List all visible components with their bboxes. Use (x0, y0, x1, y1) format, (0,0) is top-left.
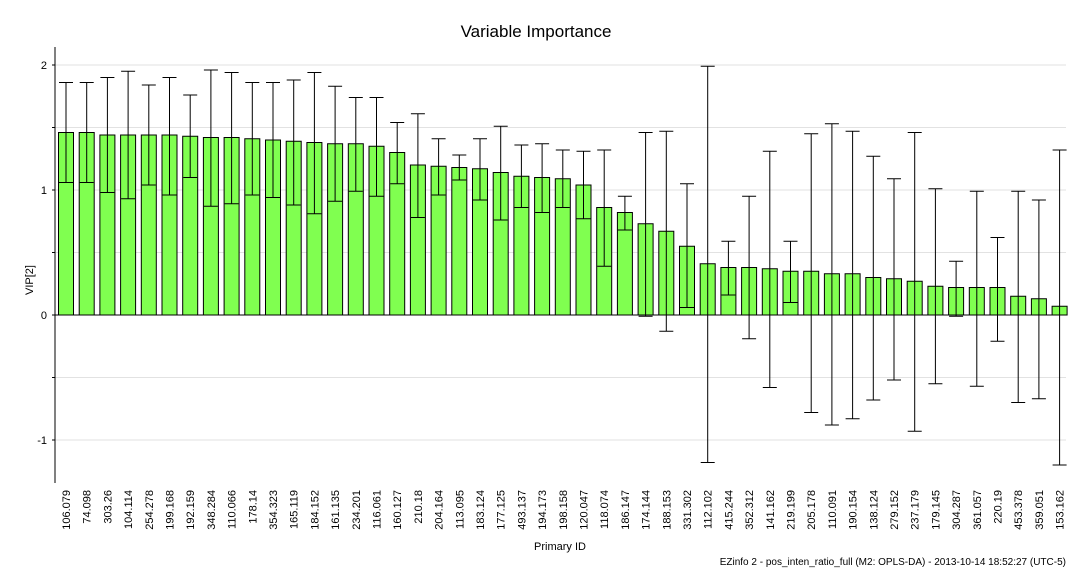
x-tick-label: 348.284 (206, 490, 218, 530)
x-tick-label: 205.178 (806, 490, 818, 530)
x-tick-label: 160.127 (392, 490, 404, 530)
x-tick-label: 219.199 (786, 490, 798, 530)
chart-title: Variable Importance (461, 22, 612, 41)
y-tick-label: 2 (41, 60, 47, 72)
x-tick-label: 165.119 (289, 490, 301, 529)
x-tick-label: 220.19 (993, 490, 1005, 524)
x-tick-label: 183.124 (475, 490, 487, 530)
x-axis-label: Primary ID (534, 541, 586, 553)
x-tick-label: 361.057 (972, 490, 984, 530)
x-tick-label: 179.145 (930, 490, 942, 530)
x-tick-label: 199.168 (165, 490, 177, 530)
x-tick-label: 110.091 (827, 490, 839, 529)
x-tick-label: 118.074 (599, 490, 611, 529)
x-tick-label: 153.162 (1055, 490, 1067, 530)
x-tick-label: 106.079 (61, 490, 73, 530)
x-tick-label: 138.124 (868, 490, 880, 530)
x-tick-label: 113.095 (454, 490, 466, 529)
x-axis-tick-labels: 106.079 74.098 303.26 104.114 254.278 199.168… (61, 490, 1067, 530)
x-tick-label: 184.152 (309, 490, 321, 530)
y-axis-label: VIP[2] (24, 265, 36, 295)
x-tick-label: 104.114 (123, 490, 135, 529)
x-tick-label: 190.154 (848, 490, 860, 530)
x-tick-label: 112.102 (703, 490, 715, 529)
x-tick-label: 210.18 (413, 490, 425, 524)
x-tick-label: 192.159 (185, 490, 197, 530)
y-tick-label: 1 (41, 185, 47, 197)
chart-footer: EZinfo 2 - pos_inten_ratio_full (M2: OPL… (720, 557, 1066, 568)
x-tick-label: 188.153 (661, 490, 673, 530)
x-tick-label: 453.378 (1013, 490, 1025, 530)
x-tick-label: 161.135 (330, 490, 342, 530)
x-tick-label: 116.061 (372, 490, 384, 529)
x-tick-label: 415.244 (723, 490, 735, 530)
x-tick-label: 304.287 (951, 490, 963, 530)
x-tick-label: 74.098 (82, 490, 94, 524)
x-tick-label: 178.14 (247, 490, 259, 524)
x-tick-label: 493.137 (516, 490, 528, 530)
y-tick-label: 0 (41, 310, 47, 322)
x-tick-label: 359.051 (1034, 490, 1046, 530)
x-tick-label: 204.164 (434, 490, 446, 530)
x-tick-label: 254.278 (144, 490, 156, 530)
x-tick-label: 141.162 (765, 490, 777, 530)
x-tick-label: 331.302 (682, 490, 694, 530)
bar (451, 167, 468, 316)
x-tick-label: 186.147 (620, 490, 632, 530)
x-tick-label: 194.173 (537, 490, 549, 530)
x-tick-label: 174.144 (641, 490, 653, 530)
x-tick-label: 110.066 (227, 490, 239, 529)
y-tick-label: -1 (37, 435, 47, 447)
x-tick-label: 120.047 (579, 490, 591, 530)
x-tick-label: 177.125 (496, 490, 508, 530)
x-tick-label: 352.312 (744, 490, 756, 530)
y-axis-ticks: -1 0 1 2 (37, 60, 55, 447)
x-tick-label: 279.152 (889, 490, 901, 530)
x-tick-label: 354.323 (268, 490, 280, 530)
x-tick-label: 237.179 (910, 490, 922, 530)
x-tick-label: 234.201 (351, 490, 363, 530)
x-tick-label: 303.26 (102, 490, 114, 524)
error-bars (59, 65, 1067, 466)
x-tick-label: 198.158 (558, 490, 570, 530)
